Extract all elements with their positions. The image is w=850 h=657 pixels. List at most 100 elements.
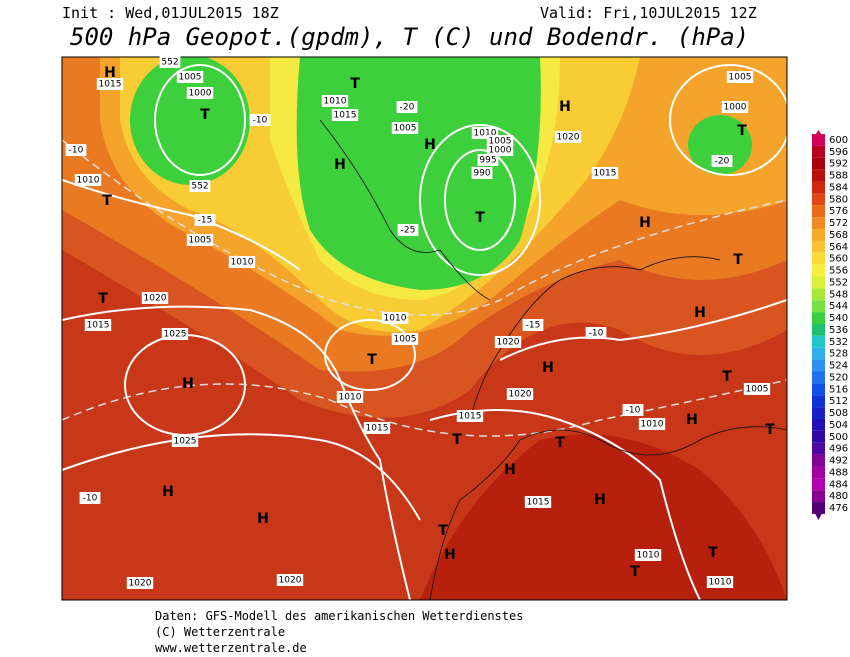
contour-label: -20 [715, 157, 730, 167]
colorbar-label: 488 [829, 467, 848, 478]
colorbar-swatch [812, 395, 825, 408]
colorbar-swatch [812, 335, 825, 348]
contour-label: 1020 [509, 390, 532, 400]
pressure-center: H [424, 137, 436, 153]
colorbar-swatch [812, 359, 825, 372]
contour-label: 995 [479, 156, 496, 166]
colorbar-swatch [812, 205, 825, 218]
contour-label: -10 [589, 329, 604, 339]
colorbar-swatch [812, 347, 825, 360]
footer-copyright: (C) Wetterzentrale [155, 625, 285, 639]
contour-label: 552 [191, 182, 208, 192]
pressure-center: T [475, 210, 485, 226]
label-box [471, 167, 493, 179]
contour-label: 1010 [474, 129, 497, 139]
footer-url: www.wetterzentrale.de [155, 641, 307, 655]
contour-label: 1010 [637, 551, 660, 561]
label-box [554, 131, 582, 143]
label-box [524, 496, 552, 508]
colorbar-label: 564 [829, 242, 848, 253]
colorbar-label: 492 [829, 456, 848, 467]
contour-label: 1005 [394, 335, 417, 345]
contour-label: 552 [161, 58, 178, 68]
label-box [126, 577, 154, 589]
label-box [74, 174, 102, 186]
contour-label: 1020 [497, 338, 520, 348]
label-box [743, 383, 771, 395]
pressure-center: H [104, 65, 116, 81]
init-time: Init : Wed,01JUL2015 18Z [62, 4, 279, 22]
colorbar-swatch [812, 502, 825, 514]
pressure-center: H [444, 547, 456, 563]
colorbar-label: 516 [829, 384, 848, 395]
valid-time: Valid: Fri,10JUL2015 12Z [540, 4, 757, 22]
colorbar-label: 580 [829, 194, 848, 205]
contour-label: 1010 [384, 314, 407, 324]
pressure-center: T [102, 193, 112, 209]
contour-label: -20 [400, 103, 415, 113]
colorbar-swatch [812, 145, 825, 158]
colorbar-swatch [812, 490, 825, 503]
colorbar-label: 476 [829, 503, 848, 514]
contour-label: 1005 [489, 137, 512, 147]
label-box [321, 95, 349, 107]
label-box [585, 327, 607, 339]
colorbar-swatch [812, 312, 825, 324]
footer-source: Daten: GFS-Modell des amerikanischen Wet… [155, 609, 523, 623]
pressure-center: T [708, 545, 718, 561]
contour-label: 1010 [77, 176, 100, 186]
label-box [186, 87, 214, 99]
label-box [186, 234, 214, 246]
colorbar-label: 584 [829, 182, 848, 193]
pressure-center: T [555, 435, 565, 451]
pressure-center: H [686, 412, 698, 428]
colorbar-swatch [812, 430, 825, 443]
contour-label: 1015 [459, 412, 482, 422]
label-box [706, 576, 734, 588]
contour-label: -10 [69, 146, 84, 156]
colorbar-swatch [812, 300, 825, 313]
map-title: 500 hPa Geopot.(gpdm), T (C) und Bodendr… [70, 23, 749, 51]
colorbar-label: 520 [829, 372, 848, 383]
pressure-center: H [559, 99, 571, 115]
label-box [486, 144, 514, 156]
colorbar-label: 576 [829, 206, 848, 217]
colorbar-swatch [812, 229, 825, 241]
pressure-center: T [630, 564, 640, 580]
label-box [522, 319, 544, 331]
contour-label: -15 [198, 216, 213, 226]
colorbar-swatch [812, 264, 825, 277]
colorbar-label: 588 [829, 171, 848, 182]
pressure-center: T [452, 432, 462, 448]
label-box [171, 435, 199, 447]
colorbar-label: 496 [829, 444, 848, 455]
label-box [189, 180, 211, 192]
pressure-center: T [438, 523, 448, 539]
contour-label: 1020 [279, 576, 302, 586]
colorbar-label: 484 [829, 479, 848, 490]
label-box [494, 336, 522, 348]
colorbar-swatch [812, 383, 825, 396]
colorbar-label: 528 [829, 349, 848, 360]
pressure-center: H [182, 376, 194, 392]
colorbar-label: 536 [829, 325, 848, 336]
label-box [84, 319, 112, 331]
label-box [391, 122, 419, 134]
label-box [506, 388, 534, 400]
contour-label: 1010 [641, 420, 664, 430]
colorbar-swatch [812, 371, 825, 384]
colorbar-label: 552 [829, 277, 848, 288]
colorbar-swatch [812, 169, 825, 182]
label-box [391, 333, 419, 345]
colorbar-label: 532 [829, 337, 848, 348]
contour-label: 1005 [746, 385, 769, 395]
contour-label: -10 [253, 116, 268, 126]
colorbar-swatch [812, 466, 825, 479]
colorbar-swatch [812, 217, 825, 230]
map-frame [61, 56, 788, 601]
colorbar-label: 544 [829, 301, 848, 312]
colorbar-swatch [812, 407, 825, 419]
colorbar-swatch [812, 193, 825, 206]
contour-label: 1025 [164, 330, 187, 340]
label-box [381, 312, 409, 324]
